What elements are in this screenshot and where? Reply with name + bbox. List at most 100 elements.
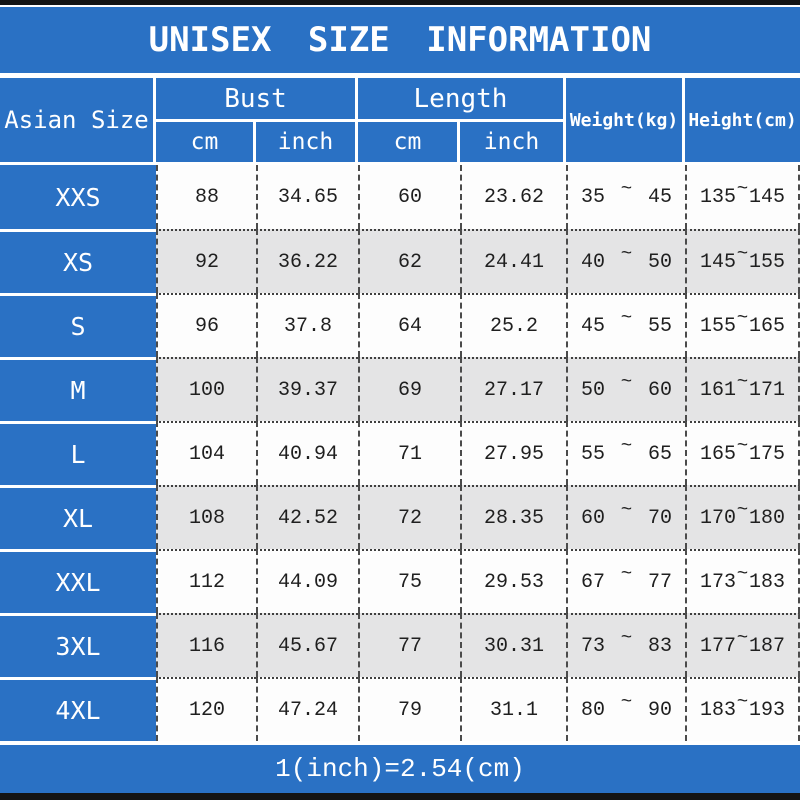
height-max: 187 xyxy=(748,634,785,658)
bottom-frame-bar xyxy=(0,793,800,800)
bust-inch-value: 47.24 xyxy=(256,677,358,741)
height-min: 183 xyxy=(700,698,737,722)
weight-min: 50 xyxy=(581,378,606,402)
length-cm-value: 60 xyxy=(358,165,460,229)
bust-cm-value: 104 xyxy=(156,421,256,485)
table-row: XXL 112 44.09 75 29.53 67 ~ 77 173 ~ 183 xyxy=(0,549,800,613)
table-row: L 104 40.94 71 27.95 55 ~ 65 165 ~ 175 xyxy=(0,421,800,485)
range-tilde: ~ xyxy=(736,178,749,200)
range-tilde: ~ xyxy=(736,499,749,521)
header-height: Height(cm) xyxy=(685,78,800,162)
table-header: Asian Size Bust Length Weight(kg) Height… xyxy=(0,78,800,162)
bust-inch-value: 40.94 xyxy=(256,421,358,485)
height-range: 173 ~ 183 xyxy=(685,549,800,613)
length-cm-value: 77 xyxy=(358,613,460,677)
height-range: 183 ~ 193 xyxy=(685,677,800,741)
range-tilde: ~ xyxy=(736,307,749,329)
page-title: UNISEX SIZE INFORMATION xyxy=(0,7,800,73)
height-max: 193 xyxy=(748,698,785,722)
height-max: 155 xyxy=(748,250,785,274)
weight-range: 45 ~ 55 xyxy=(566,293,685,357)
height-range: 145 ~ 155 xyxy=(685,229,800,293)
height-max: 175 xyxy=(748,442,785,466)
bust-inch-value: 37.8 xyxy=(256,293,358,357)
range-tilde: ~ xyxy=(736,435,749,457)
length-inch-value: 29.53 xyxy=(460,549,566,613)
size-label: 4XL xyxy=(0,677,156,741)
height-max: 171 xyxy=(748,378,785,402)
size-label: XS xyxy=(0,229,156,293)
length-inch-value: 27.17 xyxy=(460,357,566,421)
header-length: Length xyxy=(358,78,566,122)
table-body: XXS 88 34.65 60 23.62 35 ~ 45 135 ~ 145 … xyxy=(0,165,800,741)
length-inch-value: 23.62 xyxy=(460,165,566,229)
height-min: 155 xyxy=(700,314,737,338)
bust-inch-value: 42.52 xyxy=(256,485,358,549)
weight-min: 55 xyxy=(581,442,606,466)
height-max: 180 xyxy=(748,506,785,530)
range-tilde: ~ xyxy=(620,563,633,585)
size-label: M xyxy=(0,357,156,421)
weight-max: 90 xyxy=(647,698,672,722)
length-cm-value: 75 xyxy=(358,549,460,613)
bust-inch-value: 44.09 xyxy=(256,549,358,613)
weight-max: 50 xyxy=(647,250,672,274)
range-tilde: ~ xyxy=(736,627,749,649)
header-bust-inch: inch xyxy=(256,122,358,162)
table-row: XXS 88 34.65 60 23.62 35 ~ 45 135 ~ 145 xyxy=(0,165,800,229)
weight-range: 73 ~ 83 xyxy=(566,613,685,677)
length-inch-value: 27.95 xyxy=(460,421,566,485)
weight-min: 45 xyxy=(581,314,606,338)
range-tilde: ~ xyxy=(736,243,749,265)
height-min: 173 xyxy=(700,570,737,594)
bust-inch-value: 39.37 xyxy=(256,357,358,421)
size-label: XXL xyxy=(0,549,156,613)
height-max: 183 xyxy=(748,570,785,594)
size-label: XL xyxy=(0,485,156,549)
height-max: 165 xyxy=(748,314,785,338)
range-tilde: ~ xyxy=(736,563,749,585)
header-bust-cm: cm xyxy=(156,122,256,162)
size-label: XXS xyxy=(0,165,156,229)
bust-inch-value: 34.65 xyxy=(256,165,358,229)
height-min: 170 xyxy=(700,506,737,530)
weight-min: 35 xyxy=(581,185,606,209)
weight-range: 80 ~ 90 xyxy=(566,677,685,741)
height-range: 161 ~ 171 xyxy=(685,357,800,421)
table-row: 3XL 116 45.67 77 30.31 73 ~ 83 177 ~ 187 xyxy=(0,613,800,677)
size-label: L xyxy=(0,421,156,485)
height-min: 135 xyxy=(700,185,737,209)
weight-range: 35 ~ 45 xyxy=(566,165,685,229)
header-weight: Weight(kg) xyxy=(566,78,685,162)
height-range: 177 ~ 187 xyxy=(685,613,800,677)
weight-range: 50 ~ 60 xyxy=(566,357,685,421)
table-row: M 100 39.37 69 27.17 50 ~ 60 161 ~ 171 xyxy=(0,357,800,421)
length-inch-value: 31.1 xyxy=(460,677,566,741)
bust-cm-value: 88 xyxy=(156,165,256,229)
weight-min: 60 xyxy=(581,506,606,530)
length-cm-value: 69 xyxy=(358,357,460,421)
weight-range: 40 ~ 50 xyxy=(566,229,685,293)
length-inch-value: 24.41 xyxy=(460,229,566,293)
conversion-note: 1(inch)=2.54(cm) xyxy=(0,745,800,793)
height-min: 165 xyxy=(700,442,737,466)
length-cm-value: 71 xyxy=(358,421,460,485)
length-cm-value: 72 xyxy=(358,485,460,549)
weight-max: 77 xyxy=(647,570,672,594)
table-row: XS 92 36.22 62 24.41 40 ~ 50 145 ~ 155 xyxy=(0,229,800,293)
length-cm-value: 64 xyxy=(358,293,460,357)
weight-min: 73 xyxy=(581,634,606,658)
weight-max: 60 xyxy=(647,378,672,402)
top-frame-bar xyxy=(0,0,800,5)
range-tilde: ~ xyxy=(620,627,633,649)
range-tilde: ~ xyxy=(620,371,633,393)
bust-cm-value: 92 xyxy=(156,229,256,293)
length-inch-value: 30.31 xyxy=(460,613,566,677)
length-inch-value: 25.2 xyxy=(460,293,566,357)
weight-min: 80 xyxy=(581,698,606,722)
table-row: XL 108 42.52 72 28.35 60 ~ 70 170 ~ 180 xyxy=(0,485,800,549)
weight-max: 70 xyxy=(647,506,672,530)
height-range: 135 ~ 145 xyxy=(685,165,800,229)
range-tilde: ~ xyxy=(620,435,633,457)
